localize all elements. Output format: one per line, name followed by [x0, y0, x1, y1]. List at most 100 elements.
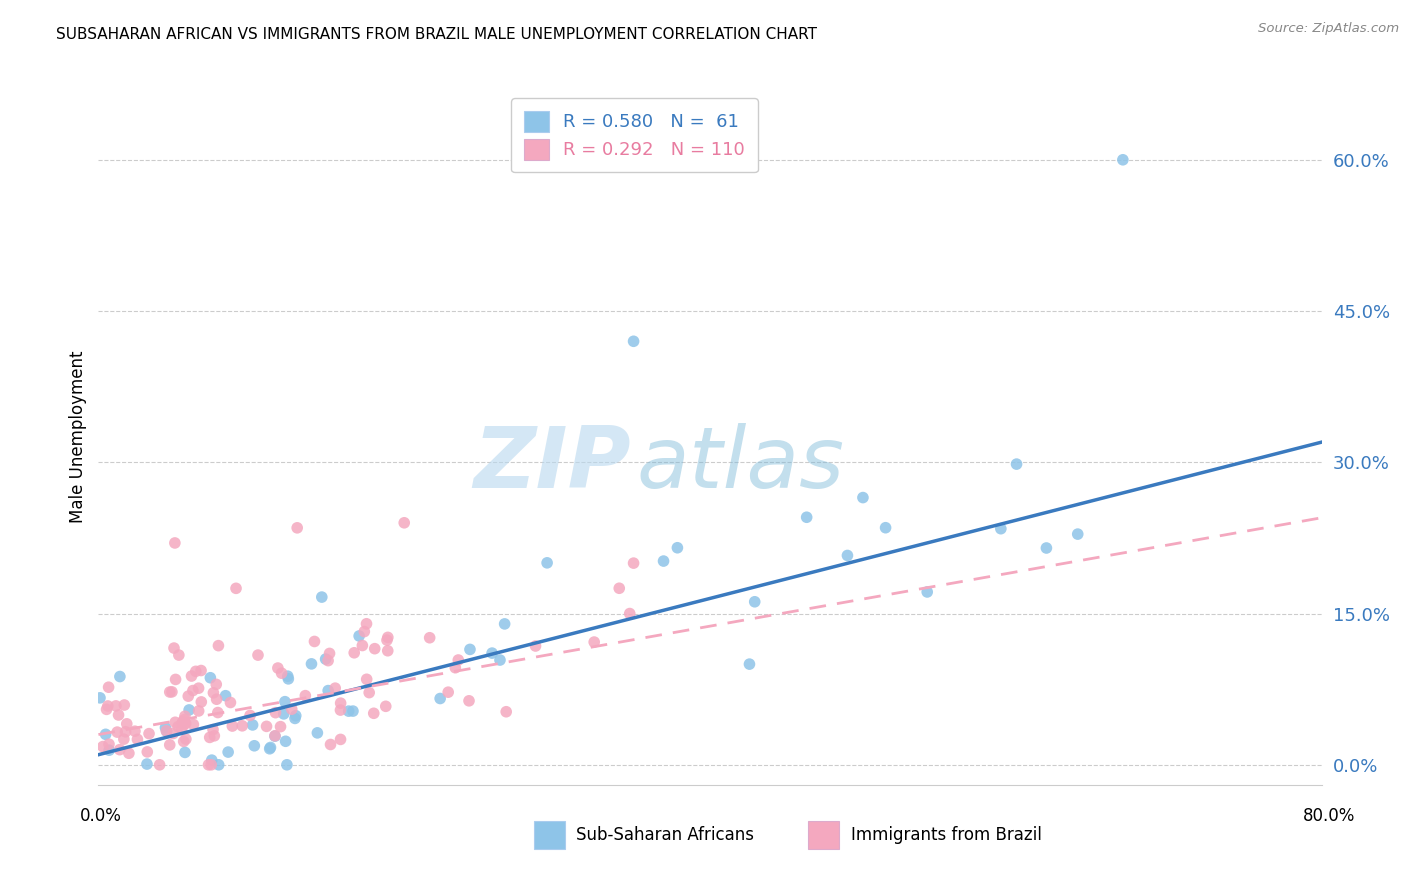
Point	[374, 699, 396, 714]
Point	[174, 732, 197, 747]
Point	[214, 689, 236, 703]
Point	[796, 510, 818, 524]
Point	[114, 724, 136, 739]
Point	[915, 585, 938, 599]
Text: Sub-Saharan Africans: Sub-Saharan Africans	[576, 826, 755, 844]
Point	[343, 646, 366, 660]
Point	[536, 556, 558, 570]
Point	[264, 706, 287, 720]
Point	[239, 708, 262, 723]
Point	[315, 652, 337, 666]
Point	[159, 685, 181, 699]
Point	[207, 639, 229, 653]
Point	[149, 757, 172, 772]
Point	[173, 713, 195, 727]
Point	[437, 685, 460, 699]
Point	[1112, 153, 1135, 167]
Point	[184, 665, 207, 679]
Point	[105, 725, 128, 739]
Point	[104, 698, 127, 713]
Point	[172, 714, 194, 729]
Point	[377, 631, 399, 645]
Point	[217, 745, 239, 759]
Point	[163, 641, 186, 656]
Point	[138, 726, 160, 740]
Point	[159, 738, 181, 752]
Point	[190, 664, 212, 678]
Point	[91, 739, 114, 754]
Point	[205, 677, 228, 691]
Point	[94, 727, 117, 741]
Point	[259, 740, 281, 755]
Point	[256, 719, 278, 733]
Point	[163, 536, 186, 550]
Point	[219, 696, 242, 710]
Point	[623, 334, 645, 349]
Point	[294, 689, 316, 703]
Point	[359, 685, 381, 699]
Point	[136, 757, 159, 772]
Point	[174, 716, 197, 731]
Point	[202, 723, 225, 737]
Y-axis label: Male Unemployment: Male Unemployment	[69, 351, 87, 524]
Point	[167, 648, 190, 662]
Point	[202, 729, 225, 743]
Point	[177, 689, 200, 703]
Point	[276, 757, 298, 772]
Point	[875, 521, 897, 535]
Point	[200, 671, 222, 685]
Point	[165, 715, 187, 730]
Point	[108, 669, 131, 683]
Point	[264, 729, 287, 743]
Point	[1067, 527, 1090, 541]
Text: ZIP: ZIP	[472, 424, 630, 507]
Point	[112, 698, 135, 712]
Point	[180, 669, 202, 683]
Point	[173, 717, 195, 731]
Legend: R = 0.580   N =  61, R = 0.292   N = 110: R = 0.580 N = 61, R = 0.292 N = 110	[512, 98, 758, 172]
Point	[118, 746, 141, 760]
Point	[181, 683, 204, 698]
Point	[301, 657, 323, 671]
Point	[221, 719, 243, 733]
Point	[124, 724, 146, 739]
Point	[458, 642, 481, 657]
Point	[170, 722, 193, 736]
Point	[167, 720, 190, 734]
Point	[165, 673, 187, 687]
Point	[583, 635, 606, 649]
Point	[270, 666, 292, 681]
Point	[115, 716, 138, 731]
Point	[744, 595, 766, 609]
Point	[377, 644, 399, 658]
Point	[285, 521, 308, 535]
Point	[155, 721, 177, 735]
Point	[264, 729, 287, 743]
Point	[337, 704, 360, 718]
Point	[619, 607, 641, 621]
Point	[277, 669, 299, 683]
Point	[174, 746, 197, 760]
Point	[666, 541, 689, 555]
Point	[329, 703, 352, 717]
Point	[489, 653, 512, 667]
Point	[311, 590, 333, 604]
Text: SUBSAHARAN AFRICAN VS IMMIGRANTS FROM BRAZIL MALE UNEMPLOYMENT CORRELATION CHART: SUBSAHARAN AFRICAN VS IMMIGRANTS FROM BR…	[56, 27, 817, 42]
Point	[316, 654, 339, 668]
Point	[267, 661, 290, 675]
Point	[179, 703, 201, 717]
Point	[990, 522, 1012, 536]
Point	[318, 647, 340, 661]
Point	[738, 657, 761, 672]
Point	[323, 681, 346, 695]
Point	[852, 491, 875, 505]
Text: atlas: atlas	[637, 424, 845, 507]
Point	[127, 732, 149, 747]
Text: 0.0%: 0.0%	[80, 807, 122, 825]
Point	[190, 695, 212, 709]
Point	[623, 556, 645, 570]
Point	[495, 705, 517, 719]
Point	[174, 709, 197, 723]
Point	[198, 731, 221, 745]
Point	[160, 685, 183, 699]
